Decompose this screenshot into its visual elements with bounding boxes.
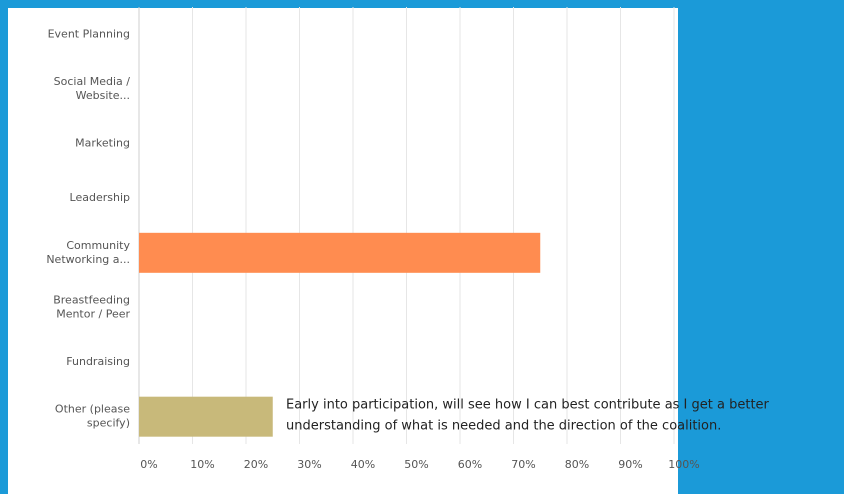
x-tick-label: 70% <box>511 458 535 471</box>
y-tick-label: Mentor / Peer <box>56 307 130 320</box>
y-tick-label: Community <box>66 239 130 252</box>
y-tick-label: Marketing <box>75 137 130 150</box>
x-tick-label: 0% <box>140 458 157 471</box>
y-tick-label: Breastfeeding <box>53 293 130 306</box>
y-tick-label: Other (please <box>55 403 130 416</box>
y-tick-label: Fundraising <box>66 355 130 368</box>
x-tick-label: 40% <box>351 458 375 471</box>
y-tick-label: Event Planning <box>48 27 130 40</box>
bar <box>139 396 273 437</box>
y-tick-label: Social Media / <box>54 75 131 88</box>
x-tick-label: 20% <box>244 458 268 471</box>
y-tick-label: Leadership <box>70 191 130 204</box>
x-tick-label: 50% <box>404 458 428 471</box>
bar <box>139 232 541 273</box>
y-tick-label: Networking a... <box>46 253 130 266</box>
annotation: understanding of what is needed and the … <box>286 419 721 434</box>
annotation: Early into participation, will see how I… <box>286 398 770 413</box>
x-tick-label: 100% <box>668 458 699 471</box>
y-tick-label: specify) <box>87 417 130 430</box>
x-tick-label: 60% <box>458 458 482 471</box>
x-tick-label: 90% <box>618 458 642 471</box>
x-tick-label: 80% <box>565 458 589 471</box>
x-tick-label: 10% <box>190 458 214 471</box>
x-tick-label: 30% <box>297 458 321 471</box>
y-tick-label: Website... <box>76 89 130 102</box>
